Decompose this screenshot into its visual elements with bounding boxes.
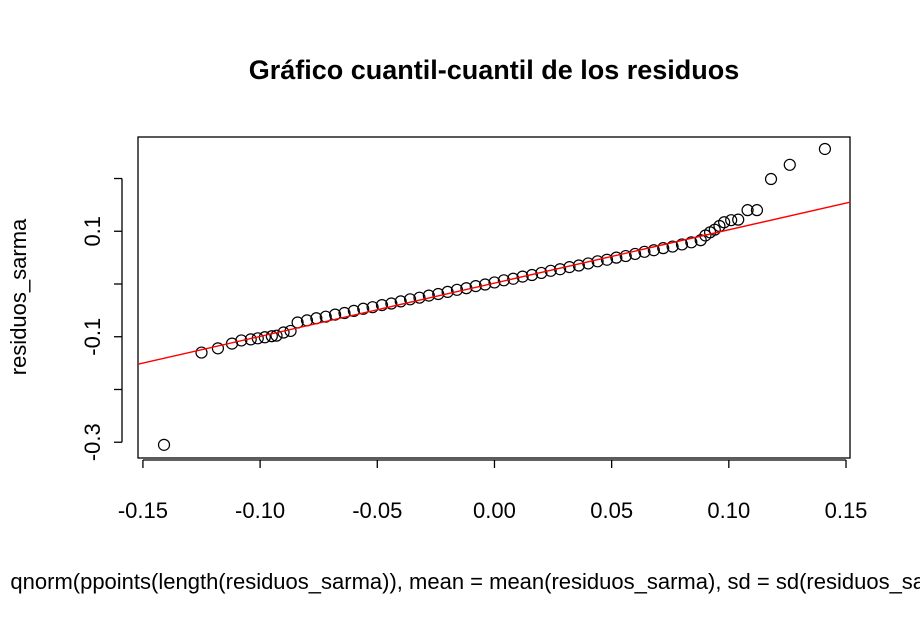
point — [638, 245, 651, 258]
point — [357, 302, 370, 315]
point — [403, 293, 417, 306]
point — [657, 242, 670, 255]
point — [741, 204, 754, 217]
point — [422, 289, 435, 302]
point — [366, 301, 379, 314]
point — [783, 158, 796, 171]
x-tick-label: -0.10 — [235, 498, 285, 523]
point — [413, 291, 426, 304]
point — [195, 346, 208, 359]
point — [270, 329, 283, 342]
point — [507, 272, 520, 285]
y-tick-label: -0.1 — [80, 318, 105, 356]
point — [675, 238, 689, 251]
x-tick-label: 0.10 — [707, 498, 750, 523]
point — [516, 270, 529, 283]
point — [694, 234, 707, 247]
x-tick-label: -0.05 — [352, 498, 402, 523]
point — [685, 236, 698, 249]
point — [525, 268, 539, 282]
point — [544, 264, 557, 277]
x-tick-label: 0.00 — [473, 498, 516, 523]
point — [619, 249, 632, 263]
point — [265, 330, 278, 343]
point — [610, 251, 623, 264]
y-tick-label: -0.3 — [80, 423, 105, 461]
point — [600, 253, 614, 266]
point — [347, 304, 360, 317]
point — [718, 216, 731, 229]
y-tick-label: 0.1 — [80, 216, 105, 247]
point — [157, 438, 171, 451]
reference-line — [137, 201, 851, 365]
point — [329, 308, 342, 321]
point — [818, 142, 832, 156]
point — [535, 266, 548, 280]
point — [666, 240, 679, 253]
point — [764, 172, 778, 186]
x-tick-label: 0.15 — [825, 498, 868, 523]
point — [385, 297, 398, 310]
point — [732, 213, 745, 226]
x-axis-label: qnorm(ppoints(length(residuos_sarma)), m… — [10, 569, 920, 594]
point — [319, 310, 332, 323]
point — [235, 334, 248, 347]
x-tick-label: -0.15 — [118, 498, 168, 523]
point — [338, 306, 351, 320]
point — [628, 247, 642, 261]
point — [211, 342, 225, 355]
plot-frame — [137, 136, 851, 459]
x-tick-label: 0.05 — [590, 498, 633, 523]
point — [375, 298, 389, 312]
y-axis-label: residuos_sarma — [6, 218, 31, 375]
point — [725, 214, 738, 227]
point — [750, 204, 764, 217]
point — [647, 244, 660, 257]
chart-title: Gráfico cuantil-cuantil de los residuos — [249, 55, 740, 85]
point — [394, 295, 407, 308]
